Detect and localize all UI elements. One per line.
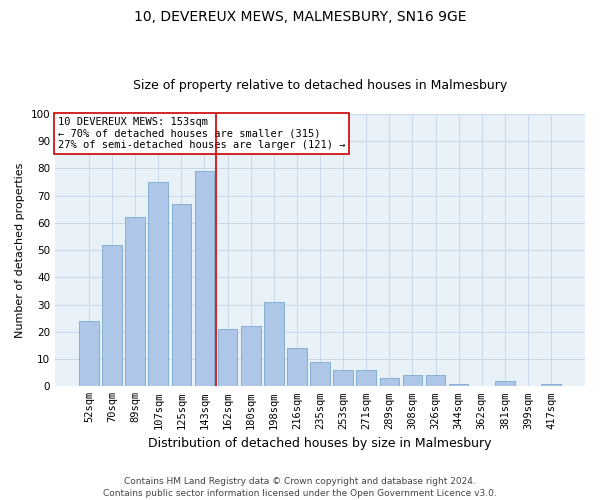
Bar bbox=[125, 218, 145, 386]
Text: Contains HM Land Registry data © Crown copyright and database right 2024.
Contai: Contains HM Land Registry data © Crown c… bbox=[103, 476, 497, 498]
Bar bbox=[334, 370, 353, 386]
Bar bbox=[380, 378, 399, 386]
Bar bbox=[102, 244, 122, 386]
Bar bbox=[241, 326, 260, 386]
Bar bbox=[541, 384, 561, 386]
Text: 10, DEVEREUX MEWS, MALMESBURY, SN16 9GE: 10, DEVEREUX MEWS, MALMESBURY, SN16 9GE bbox=[134, 10, 466, 24]
Bar bbox=[356, 370, 376, 386]
X-axis label: Distribution of detached houses by size in Malmesbury: Distribution of detached houses by size … bbox=[148, 437, 492, 450]
Bar bbox=[218, 329, 238, 386]
Bar bbox=[172, 204, 191, 386]
Text: 10 DEVEREUX MEWS: 153sqm
← 70% of detached houses are smaller (315)
27% of semi-: 10 DEVEREUX MEWS: 153sqm ← 70% of detach… bbox=[58, 116, 345, 150]
Bar bbox=[449, 384, 469, 386]
Bar bbox=[79, 321, 99, 386]
Bar bbox=[194, 171, 214, 386]
Bar bbox=[310, 362, 330, 386]
Bar bbox=[264, 302, 284, 386]
Bar bbox=[148, 182, 168, 386]
Bar bbox=[287, 348, 307, 387]
Bar bbox=[403, 376, 422, 386]
Bar bbox=[495, 381, 515, 386]
Title: Size of property relative to detached houses in Malmesbury: Size of property relative to detached ho… bbox=[133, 79, 507, 92]
Y-axis label: Number of detached properties: Number of detached properties bbox=[15, 162, 25, 338]
Bar bbox=[426, 376, 445, 386]
